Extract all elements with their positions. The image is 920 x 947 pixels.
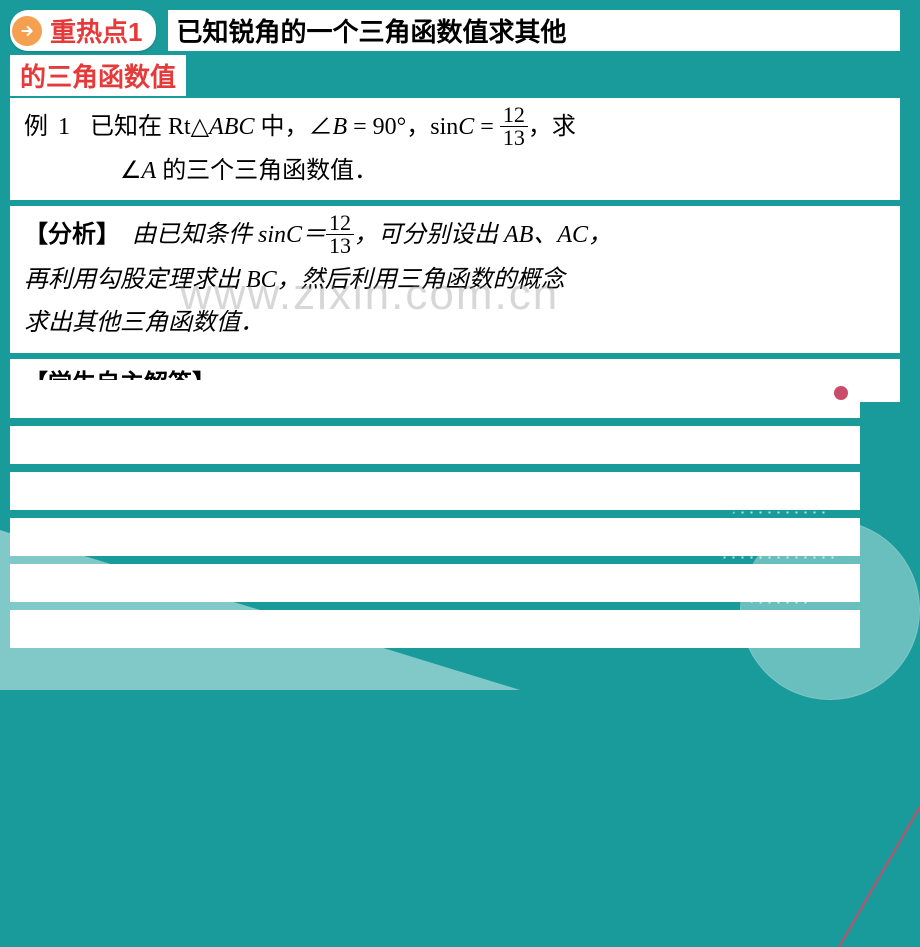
badge-label: 重热点1 [50, 12, 142, 49]
analysis-frac: 1213 [326, 212, 354, 257]
analysis-eq: ＝ [302, 222, 326, 248]
analysis-frac-num: 12 [326, 212, 354, 235]
corner-decoration [700, 470, 920, 730]
analysis-label: 【分析】 [24, 222, 120, 248]
example-line2: ∠A 的三个三角函数值． [24, 151, 886, 192]
angle-B: B [332, 114, 347, 140]
analysis-block: 【分析】 由已知条件 sinC＝1213，可分别设出 AB、AC， 再利用勾股定… [10, 206, 900, 353]
header-row: 重热点1 已知锐角的一个三角函数值求其他 [10, 10, 900, 51]
answer-strip [10, 426, 860, 464]
hotspot-badge: 重热点1 [10, 10, 156, 51]
analysis-p1b: ，可分别设出 [354, 222, 504, 248]
analysis-p1a: 由已知条件 sin [132, 222, 286, 248]
title-line2: 的三角函数值 [10, 55, 186, 96]
eq-sign: = [474, 114, 500, 140]
answer-strip [10, 380, 860, 418]
example-block: 例 1 已知在 Rt△ABC 中，∠B = 90°，sinC = 1213，求 … [10, 98, 900, 200]
analysis-p2b: ，然后利用三角函数的概念 [277, 267, 565, 293]
example-line1: 例 1 已知在 Rt△ABC 中，∠B = 90°，sinC = 1213，求 [24, 106, 886, 151]
analysis-line1: 【分析】 由已知条件 sinC＝1213，可分别设出 AB、AC， [24, 214, 886, 259]
content-area: 重热点1 已知锐角的一个三角函数值求其他 的三角函数值 例 1 已知在 Rt△A… [10, 10, 900, 402]
title-line2-row: 的三角函数值 [10, 51, 900, 96]
angle-C: C [458, 114, 474, 140]
highlight-circle [740, 520, 920, 700]
seg-AC: AC [557, 222, 588, 248]
analysis-C: C [286, 222, 302, 248]
eq-90: = 90°，sin [347, 114, 458, 140]
diagonal-line [838, 669, 920, 947]
analysis-frac-den: 13 [326, 235, 354, 257]
example-mid1: 中，∠ [254, 114, 332, 140]
line-knob [834, 386, 848, 400]
example-text-prefix: 已知在 Rt△ [90, 114, 209, 140]
analysis-line2: 再利用勾股定理求出 BC，然后利用三角函数的概念 [24, 259, 886, 302]
analysis-sep: 、 [533, 222, 557, 248]
triangle-ABC: ABC [209, 114, 254, 140]
arrow-right-icon [12, 16, 42, 46]
analysis-line3: 求出其他三角函数值． [24, 302, 886, 345]
fraction-12-13: 1213 [500, 104, 528, 149]
seg-AB: AB [504, 222, 533, 248]
triangle-shadow-deco [0, 530, 520, 690]
seg-BC: BC [246, 267, 277, 293]
example-label: 例 1 [24, 114, 72, 140]
frac-den: 13 [500, 127, 528, 149]
example-suffix: ，求 [528, 114, 576, 140]
analysis-p1c: ， [588, 222, 612, 248]
angle-A: A [142, 158, 157, 184]
title-line1: 已知锐角的一个三角函数值求其他 [168, 10, 900, 51]
angle-prefix: ∠ [120, 158, 142, 184]
analysis-p2a: 再利用勾股定理求出 [24, 267, 246, 293]
example-line2-rest: 的三个三角函数值． [156, 158, 378, 184]
frac-num: 12 [500, 104, 528, 127]
